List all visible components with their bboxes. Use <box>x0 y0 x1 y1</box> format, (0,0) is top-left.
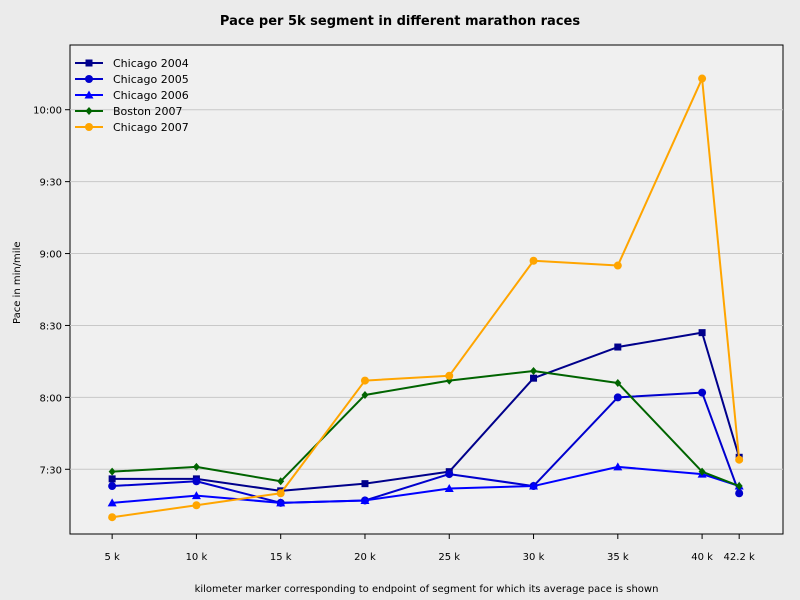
x-axis-label: kilometer marker corresponding to endpoi… <box>194 584 659 595</box>
x-tick-label: 10 k <box>186 552 208 563</box>
data-point <box>107 498 117 507</box>
series-boston-2007 <box>108 367 743 491</box>
legend: Chicago 2004 Chicago 2005 Chicago 2006 Bost… <box>75 57 189 134</box>
data-point <box>85 123 93 131</box>
data-point <box>735 455 744 464</box>
grid-lines <box>70 109 783 470</box>
data-point <box>613 261 622 270</box>
data-point <box>613 393 622 402</box>
chart-title: Pace per 5k segment in different maratho… <box>219 14 581 29</box>
legend-entry: Boston 2007 <box>75 105 183 118</box>
data-point <box>277 477 285 486</box>
data-point <box>530 374 538 382</box>
data-point <box>85 59 93 67</box>
data-point <box>108 475 116 483</box>
x-tick-label: 5 k <box>104 552 120 563</box>
data-point <box>192 501 201 510</box>
plot-area <box>69 44 784 535</box>
legend-label: Chicago 2007 <box>113 121 189 134</box>
data-point <box>191 491 201 500</box>
data-point <box>276 498 286 507</box>
data-point <box>192 462 200 471</box>
data-point <box>445 371 454 380</box>
y-tick-label: 9:00 <box>40 250 62 261</box>
data-point <box>85 75 93 83</box>
data-point <box>445 470 454 479</box>
data-point <box>108 513 117 522</box>
data-point <box>529 481 539 490</box>
x-tick-label: 40 k <box>691 552 713 563</box>
data-point <box>85 107 93 115</box>
data-point <box>614 378 622 387</box>
data-point <box>698 329 706 337</box>
y-tick-label: 7:30 <box>40 465 62 476</box>
x-tick-label: 20 k <box>354 552 376 563</box>
data-point <box>698 74 707 83</box>
y-tick-label: 8:00 <box>40 393 62 404</box>
data-point <box>529 256 538 265</box>
legend-label: Chicago 2004 <box>113 57 189 70</box>
legend-label: Chicago 2006 <box>113 89 189 102</box>
x-tick-label: 35 k <box>607 552 629 563</box>
data-point <box>108 482 117 491</box>
x-tick-label: 15 k <box>270 552 292 563</box>
data-point <box>613 462 623 471</box>
data-point <box>276 489 285 498</box>
data-point <box>360 376 369 385</box>
data-point <box>444 483 454 492</box>
data-point <box>698 467 706 476</box>
data-point <box>84 90 94 99</box>
legend-label: Boston 2007 <box>113 105 183 118</box>
x-tick-label: 42.2 k <box>724 552 755 563</box>
y-tick-label: 9:30 <box>40 178 62 189</box>
x-tick-label: 30 k <box>523 552 545 563</box>
data-point <box>361 390 369 399</box>
series-chicago-2007 <box>108 74 744 522</box>
data-point <box>360 495 370 504</box>
legend-entry: Chicago 2006 <box>75 89 189 102</box>
data-point <box>735 489 744 498</box>
legend-entry: Chicago 2005 <box>75 73 189 86</box>
series-chicago-2006 <box>107 462 744 507</box>
data-point <box>361 480 369 488</box>
data-point <box>108 467 116 476</box>
y-tick-label: 8:30 <box>40 321 62 332</box>
x-tick-label: 25 k <box>438 552 460 563</box>
y-tick-label: 10:00 <box>33 106 62 117</box>
legend-label: Chicago 2005 <box>113 73 189 86</box>
series-lines <box>107 74 744 522</box>
axes: 7:30 8:00 8:30 9:00 9:30 10:00 5 k 10 k 15 k 20 k… <box>33 106 755 563</box>
data-point <box>530 367 538 375</box>
data-point <box>614 343 622 351</box>
y-axis-label: Pace in min/mile <box>12 241 23 324</box>
legend-entry: Chicago 2004 <box>75 57 189 70</box>
data-point <box>735 482 743 491</box>
legend-entry: Chicago 2007 <box>75 121 189 134</box>
data-point <box>698 388 707 397</box>
data-point <box>192 477 201 486</box>
